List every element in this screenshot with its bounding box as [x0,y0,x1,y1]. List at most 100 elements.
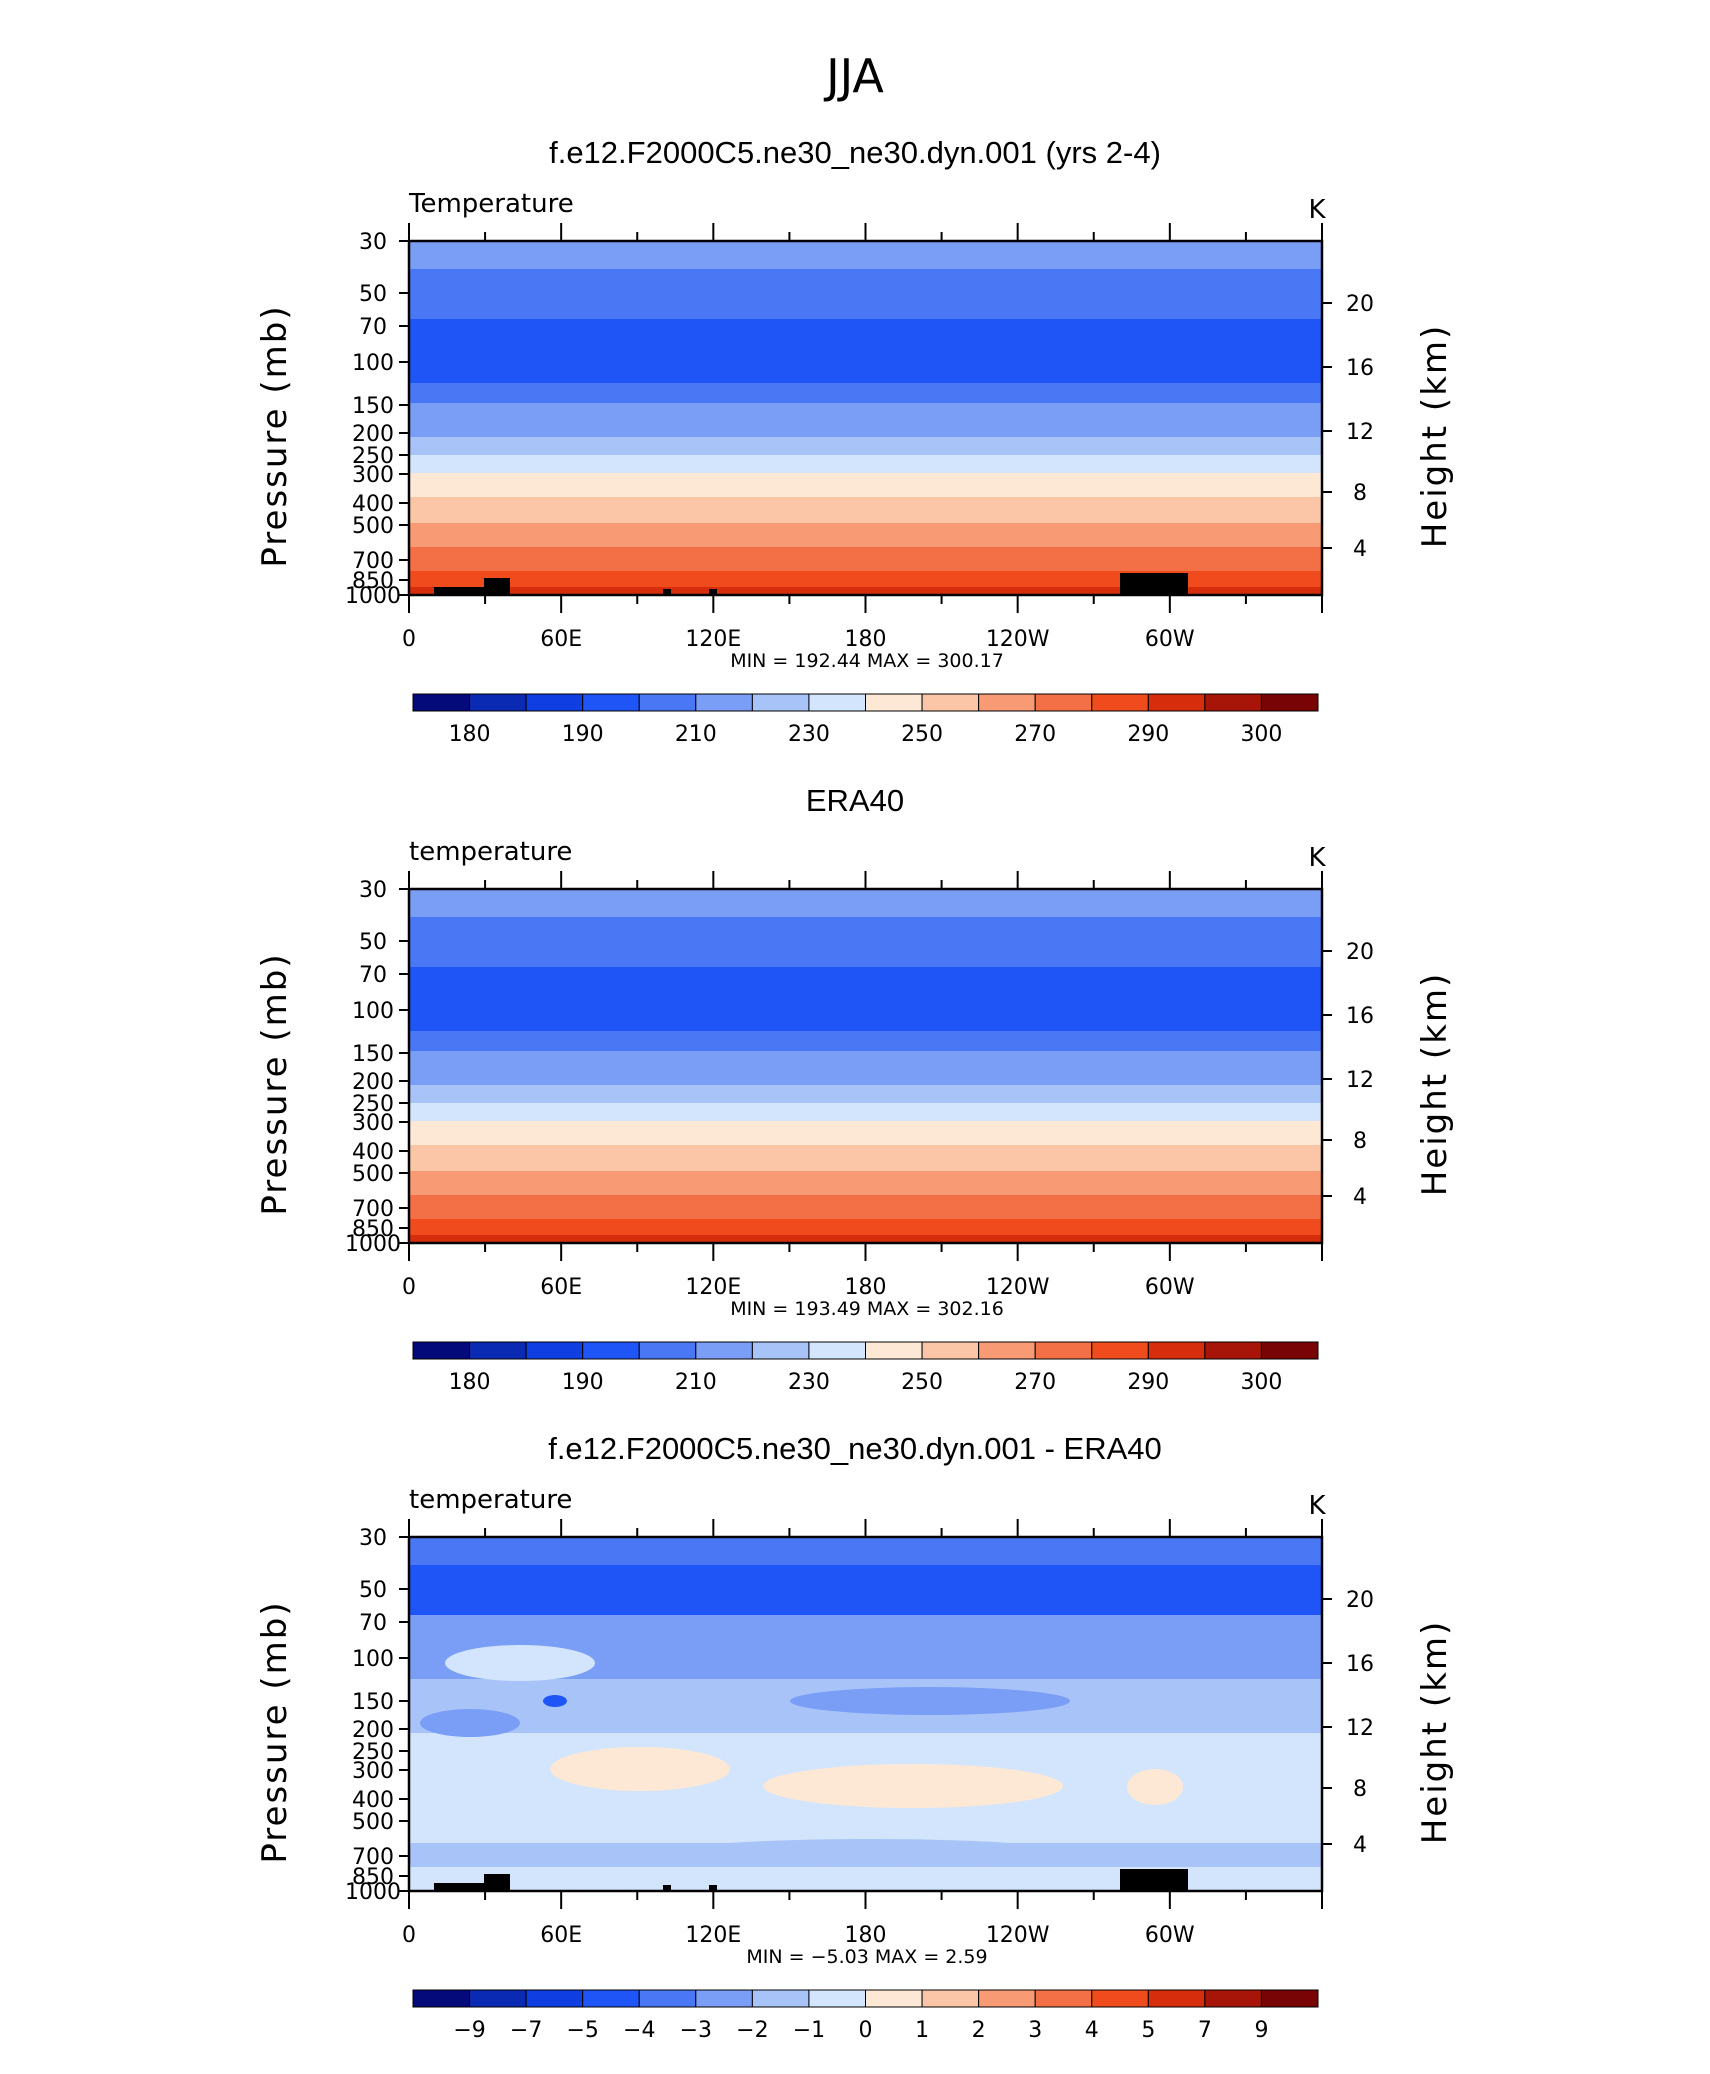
y-tick-label: 50 [359,282,387,307]
colorbar-label: 9 [1254,2018,1268,2043]
y-tick-label: 400 [352,1788,394,1813]
contour-band [409,917,1322,967]
y-tick-label: 1000 [345,1232,401,1257]
colorbar-swatch [1091,693,1149,712]
colorbar-swatch [1260,1341,1319,1360]
colorbar-label: 180 [449,1370,491,1395]
y-right-tick-label: 16 [1346,1652,1374,1677]
contour-band [409,1103,1322,1121]
colorbar-swatch [412,1989,471,2008]
x-tick-label: 180 [845,1275,887,1300]
x-tick-label: 0 [402,627,416,652]
colorbar-swatch [808,1989,866,2008]
y-right-tick-label: 4 [1353,1833,1367,1858]
contour-band [409,1145,1322,1171]
topography-block [434,587,484,595]
colorbar-swatch [525,1341,584,1360]
contour-band [409,1883,1322,1891]
colorbar-swatch [469,1989,527,2008]
y-tick-label: 500 [352,514,394,539]
x-tick-label: 120E [685,1275,741,1300]
contour-band [409,437,1322,455]
y-right-tick-label: 16 [1346,356,1374,381]
contour-band [409,889,1322,917]
colorbar-swatch [978,693,1036,712]
panel-title: f.e12.F2000C5.ne30_ne30.dyn.001 (yrs 2-4… [549,135,1161,170]
y-tick-label: 150 [352,394,394,419]
contour-band [409,1819,1322,1843]
y-tick-label: 1000 [345,584,401,609]
colorbar-swatch [865,1341,923,1360]
contour-band [409,1219,1322,1235]
colorbar-label: 290 [1127,722,1169,747]
colorbar-swatch [1091,1989,1149,2008]
colorbar-swatch [1204,1341,1262,1360]
variable-label: temperature [409,1485,572,1515]
topography-block [709,1885,717,1891]
colorbar-label: 7 [1198,2018,1212,2043]
contour-band [409,1171,1322,1195]
colorbar-swatch [582,1341,640,1360]
y-right-tick-label: 20 [1346,1588,1374,1613]
contour-band [409,1051,1322,1085]
colorbar-swatch [1147,693,1206,712]
colorbar-label: −7 [510,2018,542,2043]
colorbar-swatch [469,693,527,712]
contour-band [409,1121,1322,1145]
contour-band [409,319,1322,383]
x-tick-label: 120E [685,1923,741,1948]
y-tick-label: 100 [352,999,394,1024]
min-max-label: MIN = 193.49 MAX = 302.16 [730,1298,1004,1320]
y-tick-label: 70 [359,315,387,340]
anomaly-contour [550,1747,730,1791]
colorbar-label: 0 [859,2018,873,2043]
x-tick-label: 60W [1145,1923,1195,1948]
colorbar-swatch [582,693,640,712]
colorbar-swatch [921,1341,980,1360]
y-tick-label: 850 [352,1865,394,1890]
colorbar-label: 300 [1240,1370,1282,1395]
x-tick-label: 0 [402,1923,416,1948]
y-right-tick-label: 20 [1346,940,1374,965]
contour-band [409,1565,1322,1615]
contour-band [409,241,1322,269]
colorbar-swatch [1147,1341,1206,1360]
colorbar-label: 230 [788,722,830,747]
colorbar-label: 190 [562,722,604,747]
colorbar-label: 230 [788,1370,830,1395]
colorbar-label: 250 [901,1370,943,1395]
contour-band [409,1537,1322,1565]
colorbar-label: 290 [1127,1370,1169,1395]
topography-block [663,1885,671,1891]
chart-panel-3: f.e12.F2000C5.ne30_ne30.dyn.001 - ERA40 t… [255,1431,1455,2043]
colorbar-swatch [1034,1341,1093,1360]
contour-band [409,1195,1322,1219]
min-max-label: MIN = −5.03 MAX = 2.59 [746,1946,987,1968]
colorbar-swatch [808,693,866,712]
x-tick-label: 60W [1145,1275,1195,1300]
topography-block [434,1883,484,1891]
topography-block [1120,1869,1188,1891]
colorbar-label: −5 [566,2018,598,2043]
x-tick-label: 60E [540,1275,582,1300]
y-right-tick-label: 8 [1353,481,1367,506]
y-right-axis-title: Height (km) [1415,972,1455,1197]
y-tick-label: 100 [352,351,394,376]
contour-band [409,1031,1322,1051]
anomaly-contour [445,1645,595,1681]
y-axis-title: Pressure (mb) [255,304,295,567]
min-max-label: MIN = 192.44 MAX = 300.17 [730,650,1004,672]
y-tick-label: 400 [352,492,394,517]
y-right-tick-label: 16 [1346,1004,1374,1029]
x-tick-label: 60E [540,627,582,652]
contour-band [409,403,1322,437]
colorbar-label: 2 [972,2018,986,2043]
y-right-tick-label: 8 [1353,1777,1367,1802]
colorbar-swatch [921,693,980,712]
x-tick-label: 120W [986,627,1050,652]
y-tick-label: 300 [352,1759,394,1784]
contour-band [409,523,1322,547]
anomaly-contour [790,1687,1070,1715]
y-tick-label: 30 [359,230,387,255]
